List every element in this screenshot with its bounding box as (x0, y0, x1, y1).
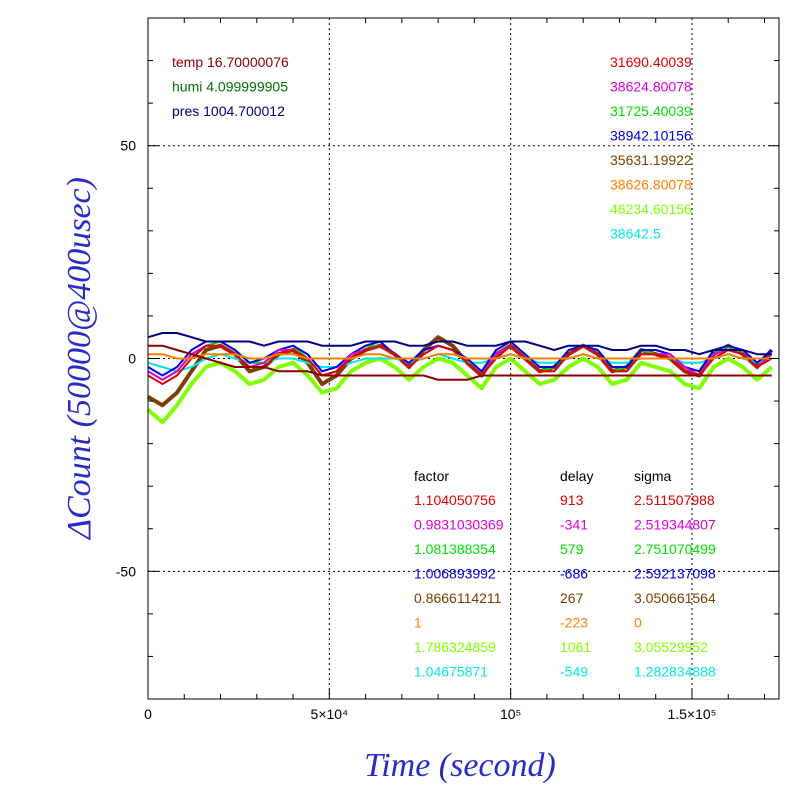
series-line (148, 344, 772, 381)
series-group (146, 332, 774, 425)
x-tick-label: 1.5×10⁵ (667, 706, 716, 722)
fit-table-cell: 0.9831030369 (414, 517, 504, 533)
fit-table-cell: 913 (560, 492, 584, 508)
fit-table-header: factor (414, 468, 449, 484)
env-legend-entry: temp 16.70000076 (172, 54, 289, 70)
fit-table-cell: 2.511507988 (634, 492, 715, 508)
series-legend-entry: 38942.10156 (610, 128, 692, 144)
y-tick-label: 0 (128, 351, 136, 367)
fit-table-cell: 267 (560, 590, 584, 606)
series-legend-entry: 38624.80078 (610, 79, 692, 95)
series-legend-entry: 31725.40039 (610, 103, 692, 119)
fit-table-header: delay (560, 468, 593, 484)
series-line (147, 332, 772, 356)
env-legend-entry: humi 4.099999905 (172, 79, 288, 95)
fit-table-cell: 1 (414, 615, 422, 631)
fit-table-cell: -686 (560, 566, 588, 582)
x-tick-label: 5×10⁴ (311, 706, 349, 722)
y-tick-label: -50 (116, 563, 136, 579)
fit-table-cell: 0.8666114211 (414, 590, 502, 606)
fit-table-cell: 1.006893992 (414, 566, 496, 582)
fit-table-cell: 1.104050756 (414, 492, 496, 508)
fit-table-cell: 1.282834888 (634, 664, 716, 680)
legends: temp 16.70000076 humi 4.099999905 pres 100… (172, 54, 716, 680)
x-tick-label: 10⁵ (500, 706, 521, 722)
series-legend-entry: 46234.60156 (610, 201, 692, 217)
fit-table-cell: -549 (560, 664, 588, 680)
fit-table-header: sigma (634, 468, 672, 484)
fit-table-cell: 2.751070499 (634, 541, 716, 557)
fit-table-cell: 3.050661564 (634, 590, 716, 606)
series-line (146, 356, 774, 425)
series-legend-entry: 31690.40039 (610, 54, 692, 70)
series-legend-entry: 38642.5 (610, 226, 661, 242)
fit-table-cell: 1.04675871 (414, 664, 488, 680)
series-legend-entry: 38626.80078 (610, 177, 692, 193)
y-axis-title: ΔCount (50000@400usec) (61, 177, 98, 541)
fit-table-cell: 1061 (560, 639, 591, 655)
fit-table-cell: 1.786324859 (414, 639, 496, 655)
x-axis-title: Time (second) (364, 747, 556, 784)
fit-table-cell: 2.592137098 (634, 566, 716, 582)
fit-table-cell: 579 (560, 541, 584, 557)
series-line (148, 353, 772, 360)
fit-table-cell: -223 (560, 615, 588, 631)
fit-table-cell: -341 (560, 517, 588, 533)
axis-ticks: 0 5×10⁴ 10⁵ 1.5×10⁵ 50 0 -50 (116, 18, 779, 722)
series-legend-entry: 35631.19922 (610, 152, 692, 168)
env-legend-entry: pres 1004.700012 (172, 103, 285, 119)
fit-table-cell: 1.081388354 (414, 541, 496, 557)
fit-table-cell: 3.05529952 (634, 639, 708, 655)
fit-table-cell: 0 (634, 615, 642, 631)
fit-table-cell: 2.519344807 (634, 517, 716, 533)
x-tick-label: 0 (144, 706, 152, 722)
y-tick-label: 50 (120, 138, 136, 154)
